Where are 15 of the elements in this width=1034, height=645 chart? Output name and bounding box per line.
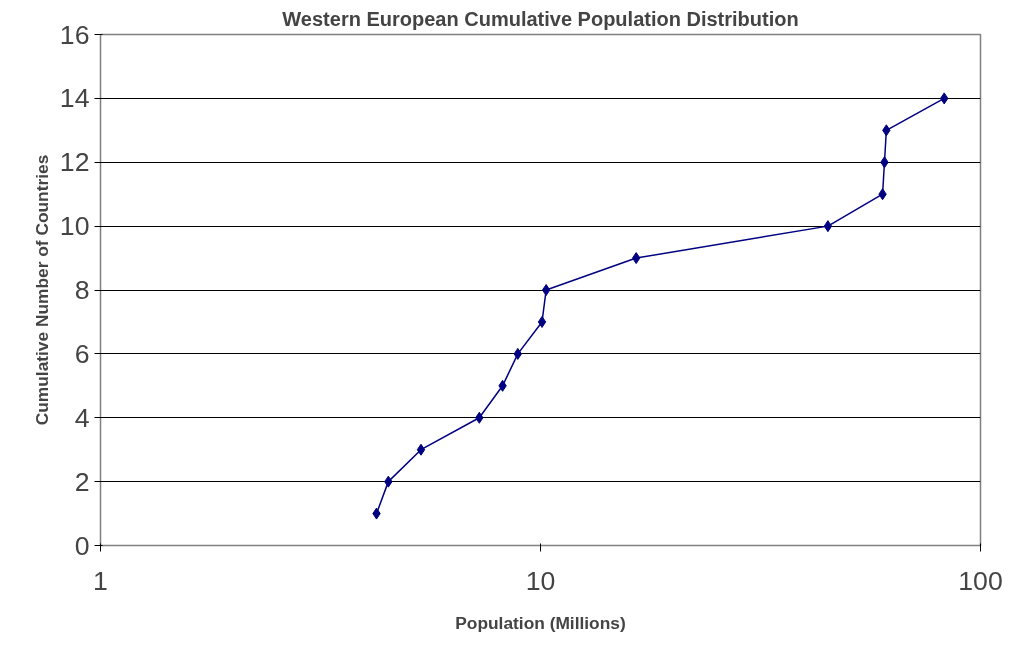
y-tick-label: 12 bbox=[59, 147, 90, 178]
x-tick-label: 100 bbox=[958, 565, 1003, 596]
x-tick-label: 10 bbox=[525, 565, 556, 596]
y-tick-label: 0 bbox=[74, 530, 90, 561]
y-tick-label: 4 bbox=[74, 402, 90, 433]
y-axis-title: Cumulative Number of Countries bbox=[31, 154, 52, 426]
chart-title: Western European Cumulative Population Distribution bbox=[282, 7, 799, 30]
y-tick-label: 6 bbox=[74, 338, 90, 369]
y-tick-label: 16 bbox=[59, 19, 90, 50]
x-axis-title: Population (Millions) bbox=[455, 612, 626, 633]
y-tick-label: 10 bbox=[59, 211, 90, 242]
y-tick-label: 2 bbox=[74, 466, 90, 497]
y-tick-label: 14 bbox=[59, 83, 90, 114]
x-tick-label: 1 bbox=[93, 565, 108, 596]
y-tick-label: 8 bbox=[74, 275, 90, 305]
